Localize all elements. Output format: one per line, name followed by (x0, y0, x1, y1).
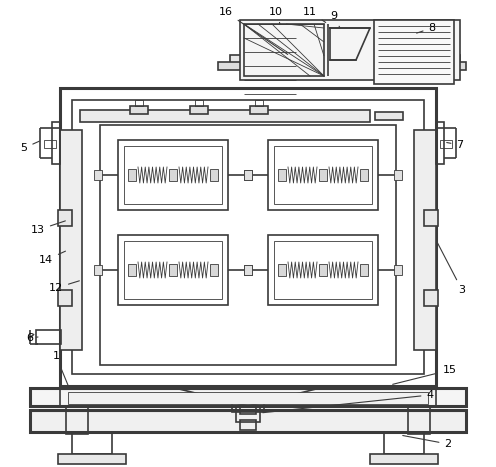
Bar (244, 24, 324, 76)
Text: 16: 16 (219, 7, 288, 55)
Text: 11: 11 (303, 7, 326, 22)
Bar (124, 146, 222, 204)
Bar (360, 264, 368, 276)
Bar (30, 410, 466, 432)
Bar (118, 140, 228, 210)
Bar (60, 130, 82, 350)
Text: 5: 5 (20, 141, 40, 153)
Bar (72, 100, 424, 374)
Text: 10: 10 (269, 7, 283, 24)
Text: 15: 15 (393, 365, 457, 384)
Bar (408, 406, 430, 434)
Bar (232, 400, 264, 412)
Text: 1: 1 (53, 351, 69, 388)
Bar (240, 20, 460, 80)
Bar (240, 406, 256, 414)
Bar (128, 264, 136, 276)
Bar (169, 169, 177, 181)
Text: 2: 2 (403, 436, 451, 449)
Polygon shape (330, 28, 370, 60)
Bar (244, 265, 252, 275)
Bar (394, 265, 402, 275)
Bar (278, 264, 286, 276)
Text: 3: 3 (437, 242, 466, 295)
Text: 4: 4 (263, 390, 434, 413)
Bar (240, 420, 256, 430)
Bar (128, 169, 136, 181)
Bar (274, 146, 372, 204)
Text: 6: 6 (26, 333, 38, 343)
Bar (58, 210, 72, 226)
Bar (278, 169, 286, 181)
Bar (436, 122, 444, 164)
Bar (94, 265, 102, 275)
Bar (268, 140, 378, 210)
Bar (124, 241, 222, 299)
Bar (440, 140, 452, 148)
Text: 12: 12 (49, 281, 79, 293)
Bar (374, 20, 454, 84)
Bar (169, 264, 177, 276)
Bar (319, 169, 327, 181)
Bar (244, 265, 252, 275)
Bar (210, 264, 218, 276)
Bar (68, 392, 428, 404)
Bar (44, 140, 56, 148)
Bar (414, 130, 436, 350)
Bar (210, 169, 218, 181)
Bar (72, 432, 112, 454)
Text: 7: 7 (447, 140, 464, 150)
Bar (244, 170, 252, 180)
Bar (394, 170, 402, 180)
Bar (255, 100, 263, 106)
Bar (36, 330, 61, 344)
Bar (135, 100, 143, 106)
Bar (274, 241, 372, 299)
Bar (60, 88, 436, 386)
Bar (66, 406, 88, 434)
Bar (195, 100, 203, 106)
Bar (218, 62, 466, 70)
Bar (58, 290, 72, 306)
Bar (424, 290, 438, 306)
Bar (100, 125, 396, 365)
Bar (244, 170, 252, 180)
Bar (370, 454, 438, 464)
Bar (94, 170, 102, 180)
Bar (118, 235, 228, 305)
Bar (384, 432, 424, 454)
Bar (58, 454, 126, 464)
Text: 9: 9 (330, 11, 340, 28)
Text: 8: 8 (417, 23, 435, 33)
Bar (268, 235, 378, 305)
Bar (360, 169, 368, 181)
Bar (424, 210, 438, 226)
Bar (319, 264, 327, 276)
Text: 13: 13 (31, 221, 65, 235)
Bar (130, 106, 148, 114)
Bar (250, 106, 268, 114)
Bar (236, 406, 260, 422)
Bar (190, 106, 208, 114)
Bar (30, 388, 466, 406)
Bar (80, 110, 370, 122)
Bar (52, 122, 60, 164)
Bar (230, 55, 460, 69)
Bar (375, 112, 403, 120)
Text: 14: 14 (39, 251, 65, 265)
